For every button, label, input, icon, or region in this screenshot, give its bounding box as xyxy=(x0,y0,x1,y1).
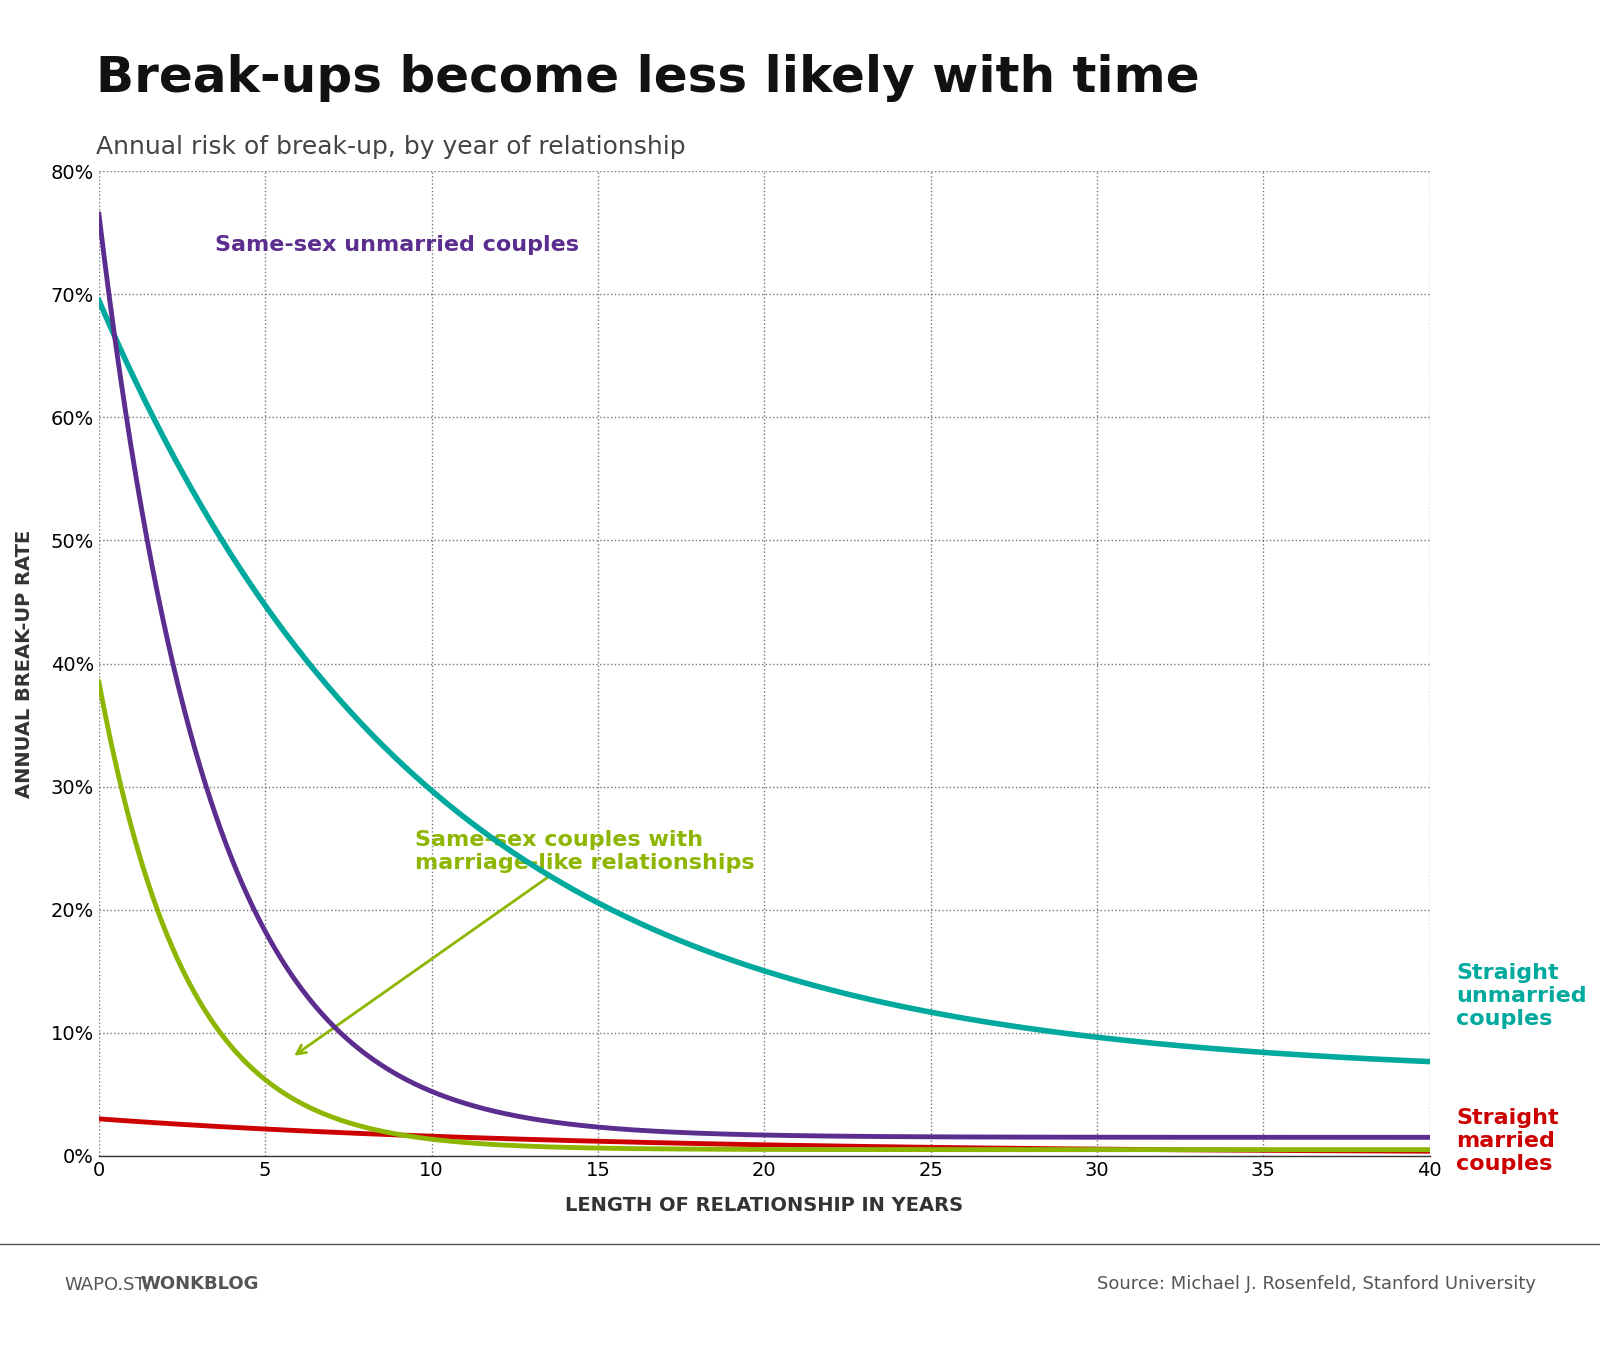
Text: Source: Michael J. Rosenfeld, Stanford University: Source: Michael J. Rosenfeld, Stanford U… xyxy=(1098,1275,1536,1294)
Text: Same-sex couples with
marriage-like relationships: Same-sex couples with marriage-like rela… xyxy=(296,830,755,1055)
Text: WONKBLOG: WONKBLOG xyxy=(141,1275,259,1294)
Text: Same-sex unmarried couples: Same-sex unmarried couples xyxy=(216,235,579,256)
Y-axis label: ANNUAL BREAK-UP RATE: ANNUAL BREAK-UP RATE xyxy=(14,530,34,798)
Text: Break-ups become less likely with time: Break-ups become less likely with time xyxy=(96,54,1200,103)
X-axis label: LENGTH OF RELATIONSHIP IN YEARS: LENGTH OF RELATIONSHIP IN YEARS xyxy=(565,1197,963,1215)
Text: WAPO.ST/: WAPO.ST/ xyxy=(64,1275,152,1294)
Text: Annual risk of break-up, by year of relationship: Annual risk of break-up, by year of rela… xyxy=(96,135,686,160)
Text: Straight
unmarried
couples: Straight unmarried couples xyxy=(1456,963,1587,1029)
Text: Straight
married
couples: Straight married couples xyxy=(1456,1107,1558,1175)
